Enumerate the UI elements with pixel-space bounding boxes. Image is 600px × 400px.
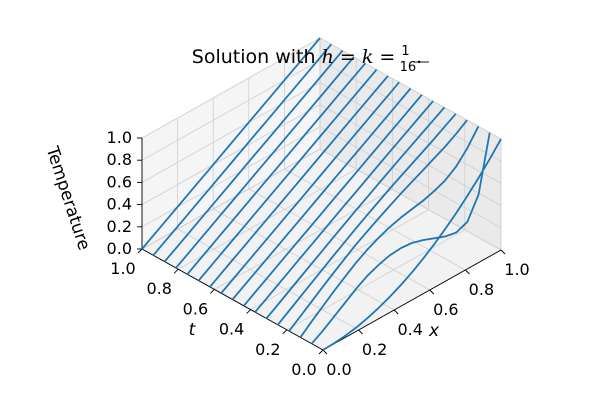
grid-line — [250, 209, 429, 310]
grid-line — [319, 82, 502, 184]
x-axis-line — [322, 249, 502, 351]
t-tick-label: 0.6 — [183, 299, 208, 318]
x-tick-label: 0.0 — [326, 360, 351, 379]
series-line — [141, 37, 321, 250]
grid-line — [214, 189, 393, 290]
series-line — [220, 81, 400, 294]
x-tick-mark — [393, 309, 399, 315]
t-tick-label: 0.8 — [146, 279, 171, 298]
x-tick-mark — [322, 349, 328, 355]
series-line — [254, 100, 434, 313]
x-tick-label: 0.8 — [469, 280, 494, 299]
grid-line — [319, 126, 502, 229]
z-tick-label: 0.4 — [107, 195, 132, 214]
x-tick-label: 0.2 — [362, 340, 387, 359]
series-line — [311, 132, 491, 345]
z-axis-label: Temperature — [41, 143, 94, 253]
t-tick-label: 0.4 — [219, 320, 244, 339]
series-lines — [141, 37, 502, 351]
grid-line — [177, 228, 359, 331]
x-tick-label: 1.0 — [504, 260, 529, 279]
t-tick-mark — [282, 329, 288, 335]
series-line — [299, 125, 480, 338]
t-tick-mark — [246, 309, 251, 314]
series-line — [197, 69, 378, 282]
t-tick-mark — [210, 289, 215, 294]
grid-line — [284, 168, 466, 271]
x-tick-label: 0.6 — [433, 300, 458, 319]
t-tick-mark — [137, 248, 143, 254]
series-line — [175, 56, 355, 269]
z-tick-label: 1.0 — [107, 128, 132, 147]
t-tick-label: 0.0 — [291, 360, 316, 379]
grid-line — [141, 126, 321, 228]
t-tick-label: 0.2 — [255, 340, 280, 359]
title-fraction-numerator: 1 — [401, 44, 409, 59]
x-tick-mark — [500, 249, 506, 255]
t-tick-mark — [173, 268, 179, 274]
z-tick-label: 0.2 — [107, 217, 132, 236]
series-line — [265, 106, 446, 319]
grid-line — [213, 208, 395, 311]
axis-lines: 0.0 0.0 0.0 0.2 0.2 0.2 0.4 0.4 0.4 0.6 0.6 0.6 0.8 0… — [107, 128, 530, 379]
x-tick-mark — [429, 289, 435, 295]
grid-line — [141, 82, 321, 183]
series-line — [231, 87, 412, 301]
series-line — [186, 62, 366, 275]
series-line — [277, 113, 457, 326]
t-axis-label: t — [189, 320, 197, 340]
x-tick-mark — [465, 269, 470, 275]
t-tick-label: 1.0 — [110, 259, 135, 278]
grid-line — [141, 59, 321, 161]
z-tick-label: 0.8 — [107, 150, 132, 169]
x-tick-mark — [358, 329, 363, 335]
grid-line — [141, 37, 321, 139]
x-tick-label: 0.4 — [397, 320, 422, 339]
grid-line — [319, 59, 502, 162]
chart-title: Solution with h = k = 1 16. — [192, 44, 422, 75]
grid-line — [286, 229, 465, 331]
title-fraction-denominator: 16 — [400, 60, 417, 75]
z-tick-label: 0.6 — [107, 172, 132, 191]
t-tick-mark — [318, 349, 324, 355]
series-line — [288, 119, 468, 332]
series-line — [243, 94, 423, 307]
grid-line — [319, 148, 502, 251]
z-tick-label: 0.0 — [107, 239, 132, 258]
series-line — [322, 138, 502, 351]
series-line — [152, 43, 332, 256]
x-axis-label: x — [428, 321, 440, 341]
series-line — [163, 50, 344, 263]
series-line — [209, 75, 389, 288]
grid-line — [141, 104, 321, 205]
